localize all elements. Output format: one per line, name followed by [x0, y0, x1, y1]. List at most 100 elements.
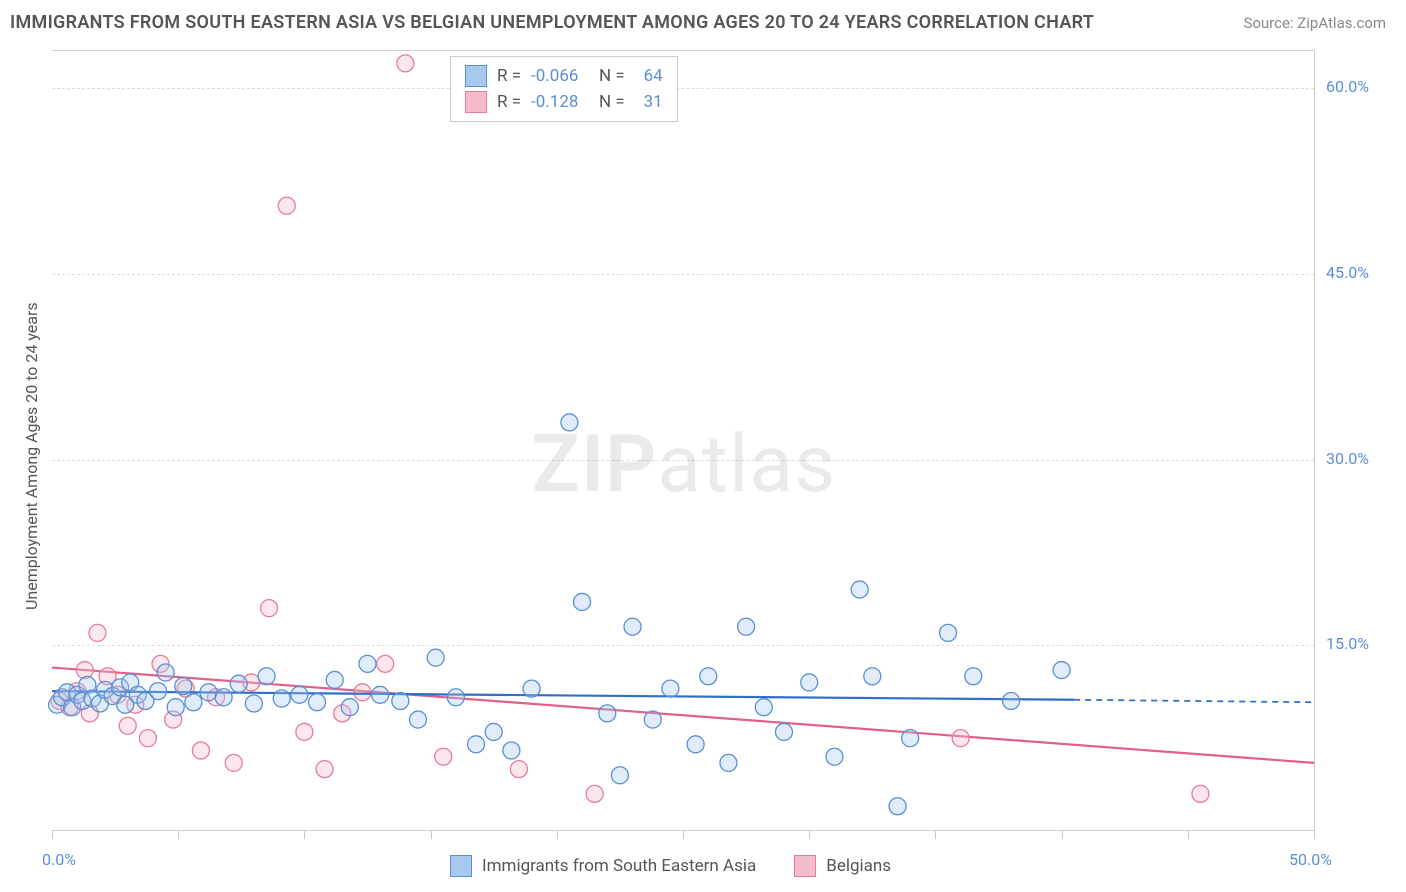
data-point	[359, 655, 376, 672]
data-point	[940, 624, 957, 641]
x-tick-label: 50.0%	[1289, 850, 1332, 869]
x-tick	[809, 831, 810, 839]
data-point	[261, 600, 278, 617]
data-point	[215, 689, 232, 706]
data-point	[377, 655, 394, 672]
data-point	[510, 761, 527, 778]
data-point	[89, 624, 106, 641]
data-point	[397, 55, 414, 72]
data-point	[245, 695, 262, 712]
y-tick-label: 45.0%	[1326, 263, 1369, 282]
x-tick	[935, 831, 936, 839]
data-point	[316, 761, 333, 778]
data-point	[700, 668, 717, 685]
x-tick	[557, 831, 558, 839]
x-tick	[431, 831, 432, 839]
legend-r-value: -0.066	[531, 66, 589, 86]
data-point	[157, 664, 174, 681]
data-point	[775, 723, 792, 740]
y-tick-label: 30.0%	[1326, 449, 1369, 468]
data-point	[278, 197, 295, 214]
data-point	[354, 684, 371, 701]
legend-r-label: R =	[497, 92, 521, 112]
chart-svg	[52, 51, 1314, 831]
data-point	[738, 618, 755, 635]
data-point	[139, 730, 156, 747]
legend-n-label: N =	[599, 66, 625, 86]
data-point	[644, 711, 661, 728]
data-point	[427, 649, 444, 666]
data-point	[175, 678, 192, 695]
data-point	[119, 717, 136, 734]
data-point	[574, 593, 591, 610]
scatter-plot-area	[52, 50, 1315, 831]
data-point	[801, 674, 818, 691]
data-point	[485, 723, 502, 740]
data-point	[826, 748, 843, 765]
legend-n-value: 31	[635, 92, 663, 112]
x-tick	[1188, 831, 1189, 839]
legend-r-value: -0.128	[531, 92, 589, 112]
data-point	[755, 699, 772, 716]
x-tick	[304, 831, 305, 839]
data-point	[611, 767, 628, 784]
data-point	[185, 694, 202, 711]
legend-n-value: 64	[635, 66, 663, 86]
x-tick	[1062, 831, 1063, 839]
data-point	[341, 699, 358, 716]
data-point	[1003, 693, 1020, 710]
data-point	[309, 694, 326, 711]
data-point	[599, 705, 616, 722]
data-point	[687, 736, 704, 753]
data-point	[561, 414, 578, 431]
source-value: ZipAtlas.com	[1297, 14, 1386, 32]
data-point	[296, 723, 313, 740]
x-tick	[683, 831, 684, 839]
legend-swatch	[465, 65, 487, 87]
legend-series-name: Belgians	[826, 856, 891, 876]
x-tick	[52, 831, 53, 839]
x-tick	[178, 831, 179, 839]
trend-line-dashed	[1074, 700, 1314, 702]
legend-swatch	[794, 855, 816, 877]
data-point	[1192, 785, 1209, 802]
data-point	[291, 686, 308, 703]
data-point	[624, 618, 641, 635]
data-point	[523, 680, 540, 697]
data-point	[435, 748, 452, 765]
data-point	[902, 730, 919, 747]
data-point	[167, 699, 184, 716]
legend-row: R = -0.066 N = 64	[465, 63, 663, 89]
data-point	[952, 730, 969, 747]
data-point	[76, 662, 93, 679]
data-point	[447, 689, 464, 706]
data-point	[192, 742, 209, 759]
legend-row: R =-0.128N =31	[465, 89, 663, 115]
data-point	[503, 742, 520, 759]
data-point	[230, 675, 247, 692]
x-tick	[1314, 831, 1315, 839]
data-point	[889, 798, 906, 815]
data-point	[1053, 662, 1070, 679]
data-point	[326, 671, 343, 688]
data-point	[965, 668, 982, 685]
legend-r-label: R =	[497, 66, 521, 86]
source-attribution: Source: ZipAtlas.com	[1243, 14, 1386, 32]
data-point	[409, 711, 426, 728]
data-point	[720, 754, 737, 771]
y-tick-label: 15.0%	[1326, 634, 1369, 653]
data-point	[662, 680, 679, 697]
data-point	[392, 693, 409, 710]
legend-swatch	[450, 855, 472, 877]
source-label: Source:	[1243, 14, 1297, 32]
data-point	[586, 785, 603, 802]
x-tick-label: 0.0%	[42, 850, 76, 869]
data-point	[864, 668, 881, 685]
correlation-legend-box: R =-0.066N =64R =-0.128N =31	[450, 56, 678, 122]
data-point	[258, 668, 275, 685]
data-point	[150, 683, 167, 700]
data-point	[468, 736, 485, 753]
y-tick-label: 60.0%	[1326, 77, 1369, 96]
chart-title: IMMIGRANTS FROM SOUTH EASTERN ASIA VS BE…	[10, 12, 1094, 33]
legend-series-name: Immigrants from South Eastern Asia	[482, 856, 756, 876]
